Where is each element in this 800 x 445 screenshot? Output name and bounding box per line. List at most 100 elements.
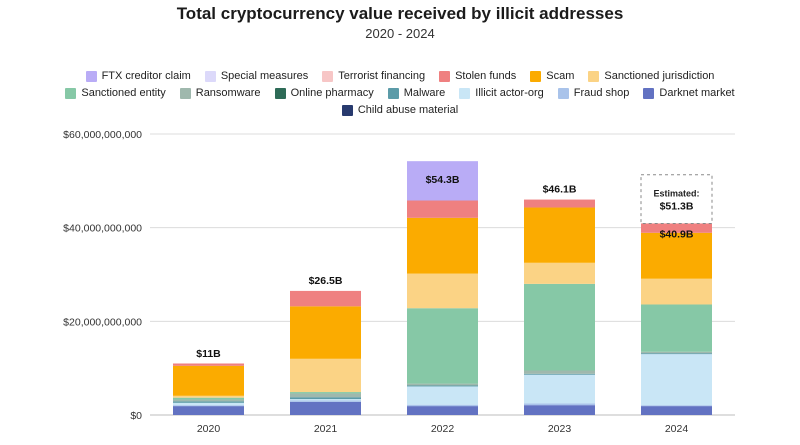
legend-label: Scam: [546, 70, 575, 82]
bar-segment: [290, 392, 361, 394]
bar-segment: [173, 363, 244, 366]
bar-segment: [524, 262, 595, 284]
legend-item: Stolen funds: [439, 70, 516, 82]
x-tick-label: 2022: [431, 423, 455, 435]
legend-item: Online pharmacy: [274, 87, 374, 99]
bar-segment: [641, 304, 712, 352]
legend-label: Fraud shop: [573, 87, 630, 99]
bar-segment: [407, 200, 478, 218]
x-tick-label: 2021: [314, 423, 338, 435]
bar-segment: [641, 354, 712, 406]
legend-swatch: [387, 87, 399, 99]
bar-segment: [524, 283, 595, 371]
chart-legend: FTX creditor claim Special measures Terror…: [60, 70, 740, 116]
legend-item: Malware: [387, 87, 446, 99]
bar-segment: [290, 401, 361, 415]
bar-segment: [173, 401, 244, 403]
y-tick-label: $0: [130, 410, 142, 422]
x-tick-label: 2023: [548, 423, 572, 435]
total-label: $54.3B: [426, 174, 460, 186]
bar-segment: [290, 397, 361, 400]
bar-segment: [173, 399, 244, 402]
estimate-value: $51.3B: [660, 201, 694, 213]
legend-label: Darknet market: [659, 87, 735, 99]
legend-label: Sanctioned jurisdiction: [604, 70, 715, 82]
bar-segment: [290, 393, 361, 398]
estimate-box: [640, 174, 713, 224]
bar-segment: [407, 385, 478, 387]
bar-segment: [290, 290, 361, 307]
legend-swatch: [588, 70, 600, 82]
legend-item: Special measures: [204, 70, 309, 82]
legend-item: Illicit actor-org: [459, 87, 544, 99]
bar-segment: [641, 278, 712, 305]
legend-item: Fraud shop: [557, 87, 630, 99]
bar-segment: [524, 405, 595, 415]
bar-segment: [524, 373, 595, 375]
bar-segment: [173, 406, 244, 415]
x-tick-label: 2020: [197, 423, 221, 435]
legend-label: Special measures: [220, 70, 309, 82]
bar-segment: [407, 217, 478, 274]
legend-item: Sanctioned entity: [65, 87, 166, 99]
legend-swatch: [643, 87, 655, 99]
legend-label: Ransomware: [195, 87, 261, 99]
bar-segment: [641, 405, 712, 407]
legend-swatch: [530, 70, 542, 82]
legend-swatch: [85, 70, 97, 82]
bar-segment: [524, 374, 595, 404]
bar-segment: [524, 207, 595, 263]
legend-item: Child abuse material: [341, 104, 459, 116]
legend-item: Darknet market: [643, 87, 735, 99]
legend-item: Scam: [530, 70, 574, 82]
estimate-label: Estimated:: [653, 189, 699, 199]
legend-swatch: [274, 87, 286, 99]
legend-swatch: [557, 87, 569, 99]
legend-label: Online pharmacy: [290, 87, 374, 99]
bar-segment: [524, 370, 595, 374]
bar-segment: [407, 386, 478, 405]
legend-label: Sanctioned entity: [81, 87, 166, 99]
legend-label: Malware: [403, 87, 446, 99]
y-tick-label: $20,000,000,000: [63, 316, 142, 328]
bar-segment: [173, 402, 244, 406]
legend-item: Terrorist financing: [322, 70, 425, 82]
bar-segment: [290, 400, 361, 402]
legend-swatch: [322, 70, 334, 82]
bar-segment: [173, 405, 244, 407]
bar-segment: [173, 395, 244, 398]
legend-swatch: [179, 87, 191, 99]
legend-label: Stolen funds: [455, 70, 517, 82]
bar-segment: [173, 365, 244, 396]
bar-segment: [524, 199, 595, 208]
chart-subtitle: 2020 - 2024: [365, 26, 435, 41]
bar-segment: [407, 161, 478, 201]
bar-segment: [407, 404, 478, 407]
bar-segment: [173, 397, 244, 400]
legend-label: Child abuse material: [357, 104, 459, 116]
bar-segment: [290, 306, 361, 359]
bar-segment: [641, 351, 712, 354]
legend-swatch: [439, 70, 451, 82]
bar-segment: [641, 232, 712, 279]
legend-swatch: [204, 70, 216, 82]
legend-item: Sanctioned jurisdiction: [588, 70, 714, 82]
legend-label: Terrorist financing: [338, 70, 426, 82]
legend-swatch: [65, 87, 77, 99]
legend-item: FTX creditor claim: [85, 70, 191, 82]
legend-swatch: [459, 87, 471, 99]
legend-item: Ransomware: [179, 87, 261, 99]
y-tick-label: $60,000,000,000: [63, 129, 142, 141]
total-label: $40.9B: [660, 228, 694, 240]
total-label: $26.5B: [309, 275, 343, 287]
bar-segment: [407, 273, 478, 309]
bar-segment: [290, 358, 361, 393]
bar-segment: [641, 223, 712, 233]
chart-title: Total cryptocurrency value received by i…: [176, 4, 624, 23]
y-tick-label: $40,000,000,000: [63, 223, 142, 235]
bar-segment: [524, 403, 595, 406]
legend-label: Illicit actor-org: [475, 87, 544, 99]
x-tick-label: 2024: [665, 423, 689, 435]
